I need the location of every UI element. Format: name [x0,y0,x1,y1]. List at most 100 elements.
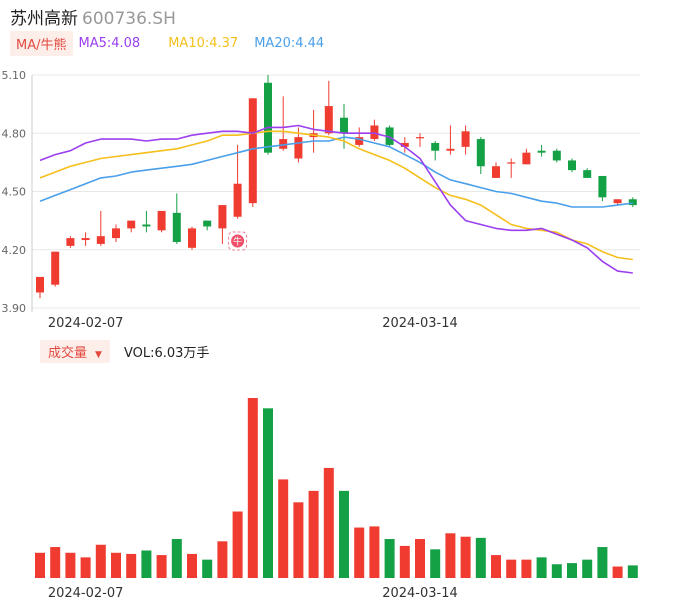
ma10-line [39,130,633,261]
volume-bar [308,490,319,578]
candle-up [446,148,455,151]
volume-value: VOL:6.03万手 [123,345,210,361]
volume-bar [171,539,182,578]
ma20-line [39,136,633,208]
candle-up [294,137,303,159]
candle-down [385,127,394,145]
volume-bar [567,563,577,578]
ma5-legend: MA5:4.08 [78,35,141,51]
candle-up [492,166,500,178]
candle-up [127,220,136,229]
volume-indicator-selector[interactable]: 成交量 ▼ [40,339,110,363]
candle-up [461,131,470,147]
candle-up [400,142,409,147]
volume-bar [475,537,486,578]
dropdown-arrow-icon: ▼ [95,349,102,360]
volume-bar [430,549,441,578]
candle-up [522,152,531,165]
volume-bar [354,527,365,578]
volume-bar [247,398,258,578]
candle-up [370,125,379,140]
bull-marker-icon [231,234,245,248]
y-tick-label: 4.20 [2,244,27,257]
candle-down [568,160,576,171]
stock-code: 600736.SH [82,9,176,29]
candle-up [157,210,166,231]
volume-bar [627,565,638,578]
candle-up [188,228,196,248]
volume-bar [369,526,380,578]
y-tick-label: 4.80 [2,127,27,140]
volume-bar [187,553,197,578]
candle-down [340,117,348,134]
candle-down [628,199,637,206]
volume-bar [399,545,410,578]
candle-down [537,150,546,153]
volume-bar [445,533,456,578]
volume-bar [415,539,425,578]
candle-down [264,82,272,153]
volume-bar [597,547,608,578]
indicator-selector[interactable]: MA/牛熊 [10,30,73,56]
volume-bar [80,557,91,578]
candle-down [583,170,592,178]
candle-down [552,150,561,161]
y-tick-label: 4.50 [2,186,27,199]
volume-bar [111,552,121,578]
volume-bar [156,555,167,578]
volume-bar [126,553,137,578]
candle-up [81,238,90,241]
volume-bar [339,490,349,578]
candle-up [279,139,288,149]
candle-up [613,199,622,204]
candle-up [233,183,242,217]
ma-legend: MA/牛熊 MA5:4.08 MA10:4.37 MA20:4.44 [10,30,324,56]
candle-down [476,139,485,167]
candle-up [416,137,424,139]
bull-marker-label: 牛 [233,236,242,248]
candle-up [507,162,516,164]
volume-bar [293,502,304,578]
volume-bar [460,536,471,578]
ma10-legend: MA10:4.37 [168,35,239,51]
candle-up [324,106,333,134]
candle-down [598,175,607,198]
volume-bar [95,544,106,578]
candle-up [355,137,364,145]
volume-bar [50,547,61,578]
candle-up [96,236,105,244]
y-tick-label: 3.90 [2,302,27,315]
volume-bar [278,479,289,578]
volume-bar [263,408,273,578]
volume-bar [582,559,593,578]
price-x-tick-label: 2024-03-14 [382,316,458,331]
volume-bar [232,511,243,578]
volume-bar [536,557,547,578]
candle-down [142,224,151,227]
volume-bar [35,552,45,578]
volume-bar [491,555,501,578]
volume-bar [141,550,152,578]
volume-bar [551,564,562,578]
volume-bar [217,541,228,578]
volume-bar [612,566,623,578]
candle-down [172,212,181,242]
stock-name: 苏州高新 [10,9,78,29]
candle-up [112,228,120,239]
candle-up [218,205,227,229]
price-x-tick-label: 2024-02-07 [48,316,124,331]
volume-x-tick-label: 2024-02-07 [48,586,124,601]
candle-up [36,276,44,293]
volume-bar [65,552,76,578]
volume-x-tick-label: 2024-03-14 [382,586,458,601]
volume-bar [323,467,334,578]
volume-bar [506,559,517,578]
volume-bar [384,539,395,578]
y-tick-label: 5.10 [2,69,27,82]
candle-up [248,98,257,204]
candle-up [51,251,60,285]
candle-up [66,238,75,246]
stock-header: 苏州高新 600736.SH [10,4,176,29]
volume-tag-label: 成交量 [48,345,88,361]
